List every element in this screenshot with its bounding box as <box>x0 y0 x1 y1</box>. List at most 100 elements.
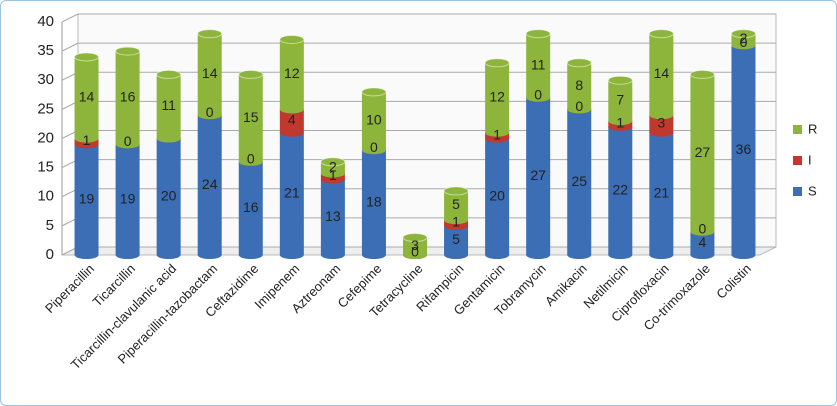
bar-top <box>689 69 715 79</box>
bar-segment <box>279 39 304 110</box>
data-label: 0 <box>699 220 707 236</box>
bar-segment <box>156 74 181 139</box>
bar-segment <box>608 80 633 122</box>
data-label: 18 <box>366 193 382 209</box>
y-tick-label: 0 <box>46 246 54 263</box>
bar-segment-bottom <box>197 111 222 120</box>
legend-label: I <box>808 152 812 167</box>
bar-segment-bottom <box>567 105 592 114</box>
bar-segment <box>361 91 386 151</box>
bar-segment-bottom <box>74 140 99 149</box>
bar-segment-bottom <box>444 221 469 230</box>
data-label: 27 <box>695 144 711 160</box>
bar-segment-bottom <box>690 251 715 259</box>
bar-segment <box>485 138 510 255</box>
grid-line <box>61 42 79 52</box>
data-label: 15 <box>243 109 259 125</box>
bar-top <box>648 29 674 39</box>
bar-segment <box>567 62 592 110</box>
x-tick-label: Piperacillin <box>42 261 97 316</box>
bar-top <box>443 186 469 196</box>
data-label: 36 <box>736 141 752 157</box>
data-label: 0 <box>411 244 419 260</box>
bar-segment-bottom <box>526 251 551 259</box>
bar-top <box>566 58 592 68</box>
bar-top <box>607 75 633 85</box>
bar-top <box>730 29 756 39</box>
bar-segment <box>690 231 715 255</box>
bar-segment-bottom <box>485 134 510 143</box>
data-label: 0 <box>534 86 542 102</box>
y-tick-label: 40 <box>37 13 54 30</box>
bar-segment-bottom <box>279 105 304 114</box>
data-label: 5 <box>452 196 460 212</box>
bar-segment <box>74 144 99 255</box>
data-label: 16 <box>120 88 136 104</box>
bar-segment-bottom <box>320 169 345 178</box>
data-label: 27 <box>530 167 546 183</box>
bar-segment-bottom <box>156 251 181 259</box>
legend-swatch <box>793 156 802 165</box>
bar-segment-bottom <box>608 251 633 259</box>
bar-segment <box>320 179 345 255</box>
bar-segment-bottom <box>608 122 633 131</box>
bar-segment <box>320 161 345 174</box>
data-label: 20 <box>489 187 505 203</box>
data-label: 1 <box>329 167 337 183</box>
bar-segment-bottom <box>238 157 263 166</box>
data-label: 3 <box>411 237 419 253</box>
data-label: 14 <box>654 65 670 81</box>
bar-segment-bottom <box>361 251 386 259</box>
data-label: 22 <box>613 182 629 198</box>
y-tick-label: 15 <box>37 159 54 176</box>
grid-line <box>61 13 79 23</box>
data-label: 0 <box>247 151 255 167</box>
data-label: 2 <box>329 158 337 174</box>
bar-segment <box>649 33 674 116</box>
legend-swatch <box>793 187 802 196</box>
data-label: 2 <box>740 30 748 46</box>
data-label: 4 <box>288 112 296 128</box>
bar-top <box>197 29 223 39</box>
bar-segment-bottom <box>156 134 181 143</box>
bar-segment-bottom <box>361 146 386 155</box>
data-label: 7 <box>616 91 624 107</box>
bar-top <box>484 58 510 68</box>
bar-segment-bottom <box>690 227 715 236</box>
y-tick-label: 25 <box>37 100 54 117</box>
bar-segment-bottom <box>74 134 99 143</box>
bar-top <box>74 52 100 62</box>
data-label: 0 <box>740 34 748 50</box>
bar-segment <box>197 33 222 116</box>
bar-segment-bottom <box>74 251 99 259</box>
bar-top <box>402 233 428 243</box>
bar-segment <box>690 74 715 232</box>
bar-segment <box>444 225 469 255</box>
bar-segment <box>731 33 756 46</box>
bar-segment <box>197 115 222 255</box>
data-label: 14 <box>202 65 218 81</box>
data-label: 13 <box>325 208 341 224</box>
legend-label: S <box>808 183 817 198</box>
bar-segment-bottom <box>567 251 592 259</box>
bar-top <box>238 69 264 79</box>
bar-segment-bottom <box>731 41 756 50</box>
legend-label: R <box>808 121 817 136</box>
data-label: 20 <box>161 187 177 203</box>
bar-segment <box>567 109 592 255</box>
bar-segment-bottom <box>649 251 674 259</box>
bar-segment <box>238 161 263 255</box>
data-label: 21 <box>284 185 300 201</box>
data-label: 1 <box>452 214 460 230</box>
bar-segment-bottom <box>197 251 222 259</box>
data-label: 19 <box>79 190 95 206</box>
y-tick-label: 35 <box>37 42 54 59</box>
bar-segment-bottom <box>649 111 674 120</box>
bar-segment <box>74 56 99 139</box>
bar-segment <box>485 62 510 133</box>
data-label: 0 <box>370 139 378 155</box>
y-tick-label: 10 <box>37 188 54 205</box>
bar-segment <box>115 144 140 255</box>
bar-segment-bottom <box>444 251 469 259</box>
